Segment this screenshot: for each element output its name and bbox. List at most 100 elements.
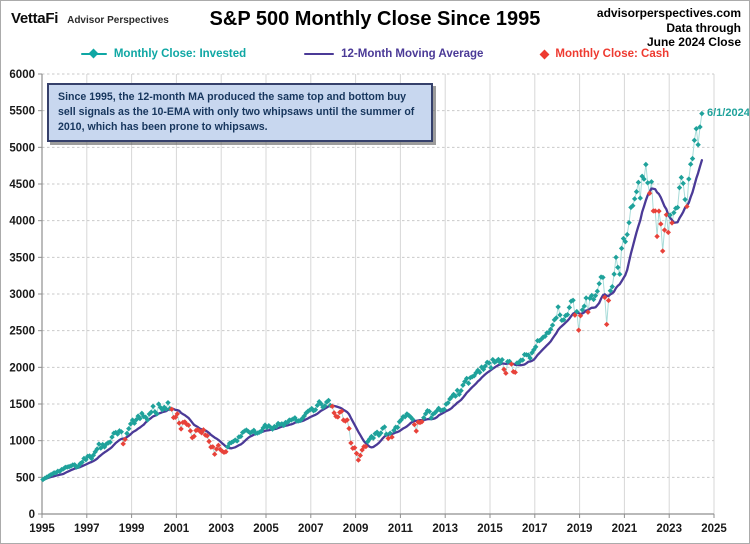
cash-data-point [577,313,584,319]
invested-data-point [579,307,586,313]
invested-data-point [383,431,390,437]
x-axis-tick-label: 2011 [388,523,414,535]
cash-data-point [669,220,675,226]
cash-data-point [355,457,362,463]
invested-data-point [381,424,388,430]
legend-item-invested: Monthly Close: Invested [80,48,247,60]
cash-data-point [335,414,341,420]
invested-data-point [452,393,459,399]
invested-data-point [626,219,632,226]
cash-data-point [178,426,184,432]
invested-data-point [325,397,332,404]
cash-data-point [213,446,220,452]
cash-data-point [602,294,608,301]
y-axis-tick-label: 3500 [9,252,35,264]
invested-data-point [617,271,623,277]
invested-data-point [633,189,640,195]
cash-data-point [585,309,591,315]
x-axis-tick-label: 2009 [343,523,369,535]
invested-data-point [607,288,614,294]
invested-data-point [546,330,552,336]
invested-data-point [562,312,569,319]
legend-label-cash: Monthly Close: Cash [555,48,670,60]
y-axis-tick-label: 1500 [9,399,35,411]
cash-data-point [503,370,509,376]
invested-data-point [678,174,685,181]
invested-data-point [126,425,132,432]
cash-data-point [210,444,216,450]
invested-data-point [689,155,696,162]
cash-data-point [197,428,203,434]
cash-data-point [351,445,358,451]
cash-data-point [195,427,201,433]
vettafi-logo: VettaFi Advisor Perspectives [11,10,169,27]
invested-data-point [426,408,433,415]
cash-data-point [389,434,395,440]
invested-data-point [667,212,673,218]
invested-data-point [57,468,63,475]
invested-data-point [531,347,537,353]
x-axis-tick-label: 1999 [119,523,145,535]
invested-data-point [693,126,699,132]
cash-data-point [357,452,363,459]
invested-data-point [456,391,462,397]
invested-data-point [94,446,100,452]
source-attribution: advisorperspectives.com Data through Jun… [597,6,741,50]
cash-data-point [215,442,222,449]
invested-data-point [691,137,698,143]
invested-data-point [486,360,492,366]
logo-primary-text: VettaFi [11,10,59,27]
legend-label-moving-average: 12-Month Moving Average [341,48,484,60]
legend-label-invested: Monthly Close: Invested [113,48,247,60]
cash-data-point [185,422,192,428]
invested-data-point [124,430,130,437]
cash-data-point [338,408,345,415]
invested-data-point [618,245,625,252]
invested-data-point [533,344,539,350]
y-axis-tick-label: 5000 [9,142,35,154]
invested-data-point [322,403,328,409]
invested-data-point [674,204,681,211]
invested-data-point [641,176,647,182]
invested-data-point [463,375,470,382]
invested-data-point [697,124,703,130]
invested-data-point [613,254,619,261]
y-axis-tick-label: 4500 [9,179,35,191]
source-url: advisorperspectives.com [596,6,741,20]
invested-data-point [645,180,651,186]
invested-data-point [687,161,694,167]
cash-data-point [603,321,610,328]
invested-data-point [499,357,505,363]
cash-data-point [575,327,582,333]
y-axis-tick-label: 6000 [9,69,35,81]
x-axis-tick-label: 1997 [74,523,100,535]
invested-data-point [630,203,636,209]
invested-data-point [566,304,573,311]
invested-data-point [249,429,255,435]
invested-data-point [570,297,576,304]
cash-data-point [206,438,212,445]
invested-data-point [553,315,559,321]
cash-data-point [120,441,126,447]
invested-data-point [428,415,434,421]
data-through-date: June 2024 Close [646,35,741,50]
invested-data-point [527,355,533,361]
page-title: S&P 500 Monthly Close Since 1995 [209,8,541,30]
invested-data-point [583,295,589,301]
cash-data-point [658,221,664,227]
invested-data-point [488,365,494,371]
cash-data-point [348,440,354,446]
invested-data-point [154,411,160,417]
invested-data-point [589,292,595,299]
invested-data-point [482,363,489,369]
invested-data-point [247,430,253,436]
invested-data-point [555,304,561,310]
invested-data-point [477,369,483,376]
cash-data-point [346,425,352,432]
x-axis-tick-label: 2015 [477,523,503,535]
cash-data-point [661,227,668,233]
invested-data-point [648,179,655,185]
x-axis-tick-label: 2003 [208,523,234,535]
invested-data-point [460,382,466,388]
y-axis-tick-label: 0 [29,509,35,521]
